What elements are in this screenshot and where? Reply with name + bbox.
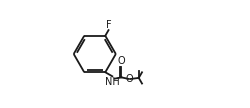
- Text: F: F: [106, 20, 112, 30]
- Text: O: O: [126, 74, 134, 84]
- Text: NH: NH: [105, 77, 120, 87]
- Text: O: O: [118, 56, 125, 66]
